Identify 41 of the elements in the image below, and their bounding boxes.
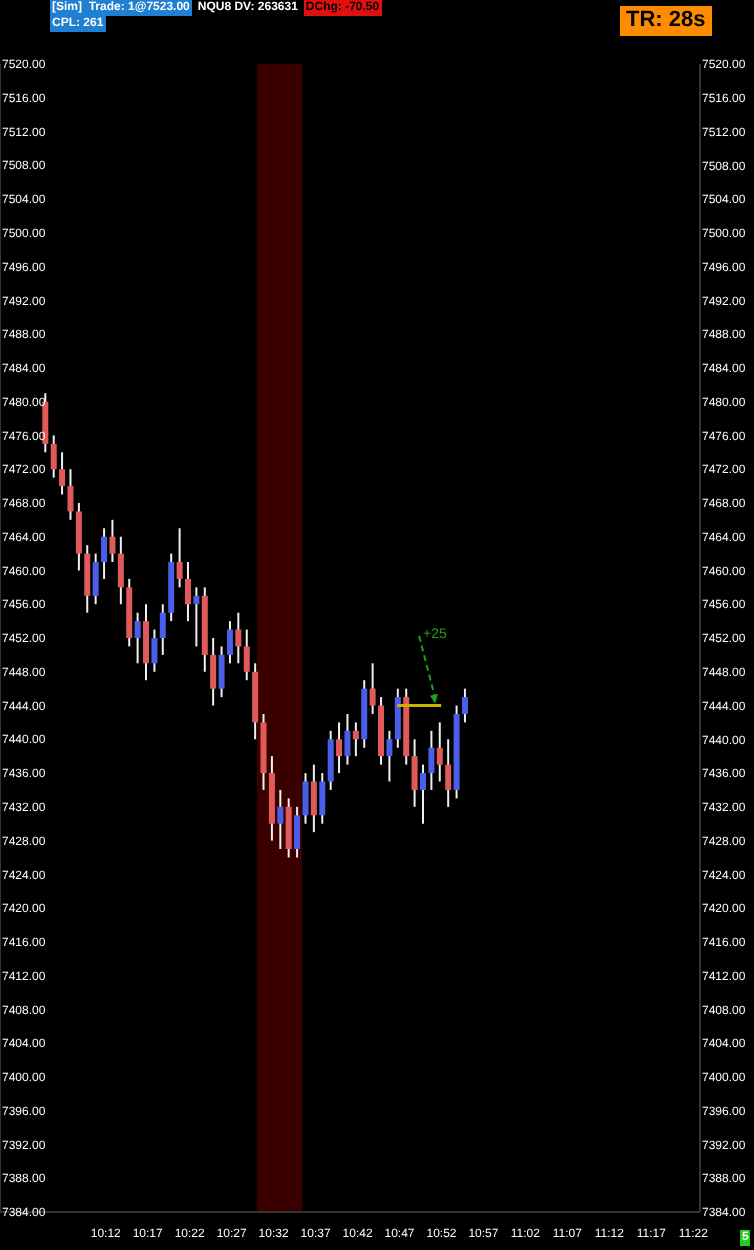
candlestick (184, 561, 191, 623)
candlestick (352, 721, 359, 758)
candlestick (101, 527, 108, 580)
candlestick (369, 662, 376, 715)
candlestick (461, 687, 468, 724)
candlestick (436, 721, 443, 783)
candlestick (327, 729, 334, 791)
candlestick (420, 763, 426, 825)
candlestick (151, 628, 158, 673)
candlestick (143, 603, 150, 682)
candlestick (134, 611, 141, 665)
candlestick (226, 620, 233, 665)
candlestick (109, 518, 116, 564)
candlestick (302, 772, 309, 825)
candlestick (159, 603, 166, 656)
candlestick (218, 645, 225, 699)
candlestick (394, 687, 401, 749)
candlestick (411, 738, 418, 808)
candlestick (445, 738, 452, 808)
candlestick (285, 797, 292, 859)
candlestick (310, 763, 317, 834)
candlestick (235, 611, 242, 665)
candlestick (84, 544, 91, 614)
candlestick (243, 628, 250, 682)
candlestick (59, 451, 66, 496)
candlestick (386, 729, 393, 783)
candlestick (336, 721, 343, 775)
candlestick (67, 468, 74, 521)
candlestick (92, 552, 99, 606)
candlestick (117, 535, 124, 606)
candlestick (176, 527, 183, 589)
candlestick (319, 772, 326, 825)
candlestick (428, 729, 435, 791)
candlestick (344, 712, 351, 766)
candlestick (193, 586, 200, 648)
candlestick (294, 805, 301, 859)
candlestick (210, 637, 217, 707)
text: TR: 28s (620, 6, 712, 36)
candlestick (50, 434, 57, 479)
candlestick (75, 501, 82, 572)
candlestick (277, 788, 284, 851)
